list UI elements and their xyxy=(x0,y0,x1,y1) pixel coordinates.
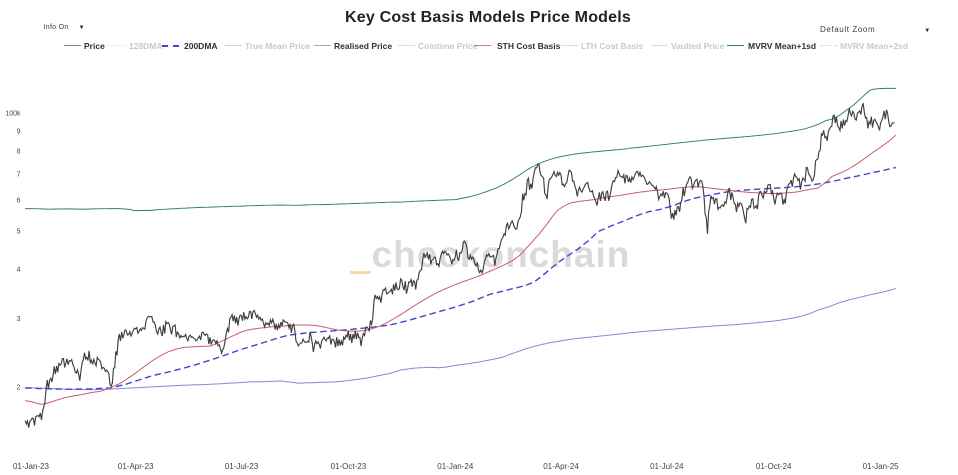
svg-text:4: 4 xyxy=(17,267,21,274)
svg-text:01-Apr-24: 01-Apr-24 xyxy=(543,462,579,471)
svg-text:5: 5 xyxy=(17,229,21,236)
svg-text:8: 8 xyxy=(17,149,21,156)
svg-text:01-Jul-24: 01-Jul-24 xyxy=(650,462,684,471)
svg-text:100k: 100k xyxy=(5,111,21,118)
svg-text:01-Jan-24: 01-Jan-24 xyxy=(437,462,474,471)
svg-text:9: 9 xyxy=(17,129,21,136)
svg-text:01-Oct-23: 01-Oct-23 xyxy=(331,462,367,471)
svg-text:01-Jan-25: 01-Jan-25 xyxy=(863,462,900,471)
svg-text:3: 3 xyxy=(17,316,21,323)
svg-text:7: 7 xyxy=(17,171,21,178)
svg-text:01-Oct-24: 01-Oct-24 xyxy=(756,462,792,471)
svg-text:2: 2 xyxy=(17,385,21,392)
svg-text:01-Apr-23: 01-Apr-23 xyxy=(118,462,154,471)
svg-text:01-Jan-23: 01-Jan-23 xyxy=(13,462,50,471)
svg-text:01-Jul-23: 01-Jul-23 xyxy=(225,462,259,471)
svg-text:6: 6 xyxy=(17,197,21,204)
